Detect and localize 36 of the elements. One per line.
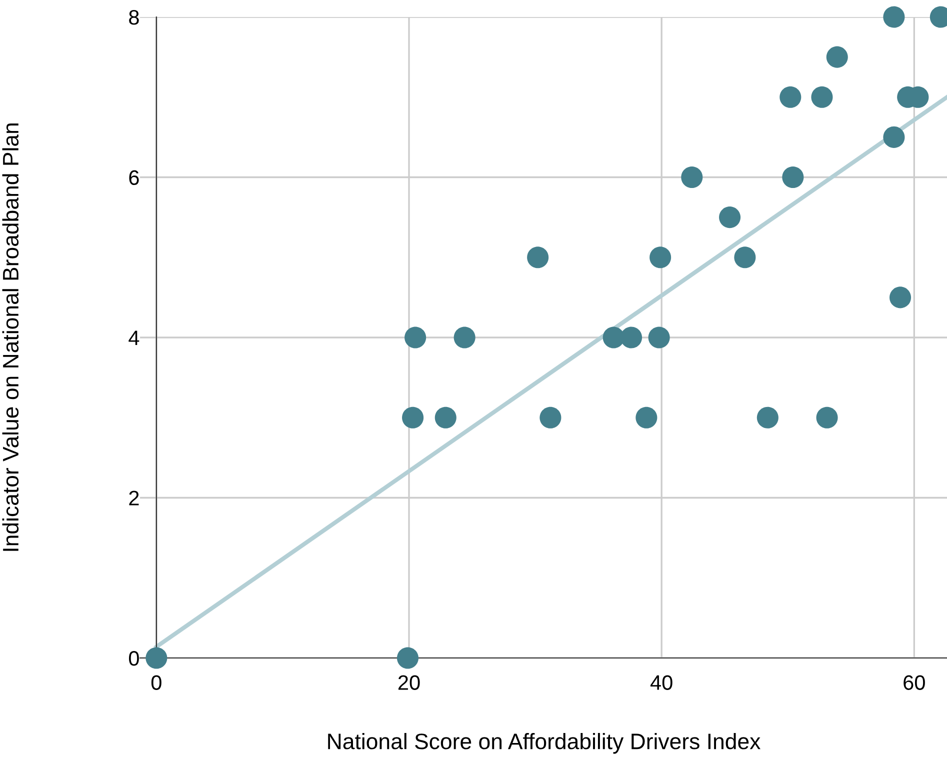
x-tick-label: 60	[904, 675, 925, 690]
x-tick-label: 40	[650, 675, 672, 690]
point	[681, 166, 703, 188]
y-axis-title: Indicator Value on National Broadband Plan	[2, 124, 19, 551]
point	[883, 6, 905, 28]
y-tick-label: 6	[129, 170, 139, 186]
point	[734, 246, 756, 268]
y-tick-label: 8	[129, 10, 139, 25]
point	[404, 326, 426, 348]
point	[780, 86, 802, 108]
point	[648, 326, 670, 348]
point	[756, 406, 778, 428]
point	[782, 166, 804, 188]
point	[396, 647, 418, 669]
y-tick-label: 4	[128, 330, 140, 346]
point	[402, 406, 424, 428]
point	[719, 206, 741, 228]
point	[602, 326, 624, 348]
point	[890, 286, 912, 308]
point	[811, 86, 833, 108]
point	[636, 406, 658, 428]
point	[540, 406, 562, 428]
point	[146, 647, 168, 669]
x-axis-title: National Score on Affordability Drivers Index	[328, 732, 760, 754]
point	[454, 326, 476, 348]
y-tick-label: 2	[129, 490, 139, 506]
point	[816, 406, 838, 428]
point	[826, 46, 848, 68]
point	[883, 126, 905, 148]
y-tick-label: 0	[128, 651, 139, 666]
point	[527, 246, 549, 268]
x-tick-label: 20	[398, 675, 420, 690]
point	[434, 406, 456, 428]
point	[650, 246, 672, 268]
point	[620, 326, 642, 348]
x-tick-label: 0	[151, 675, 162, 690]
